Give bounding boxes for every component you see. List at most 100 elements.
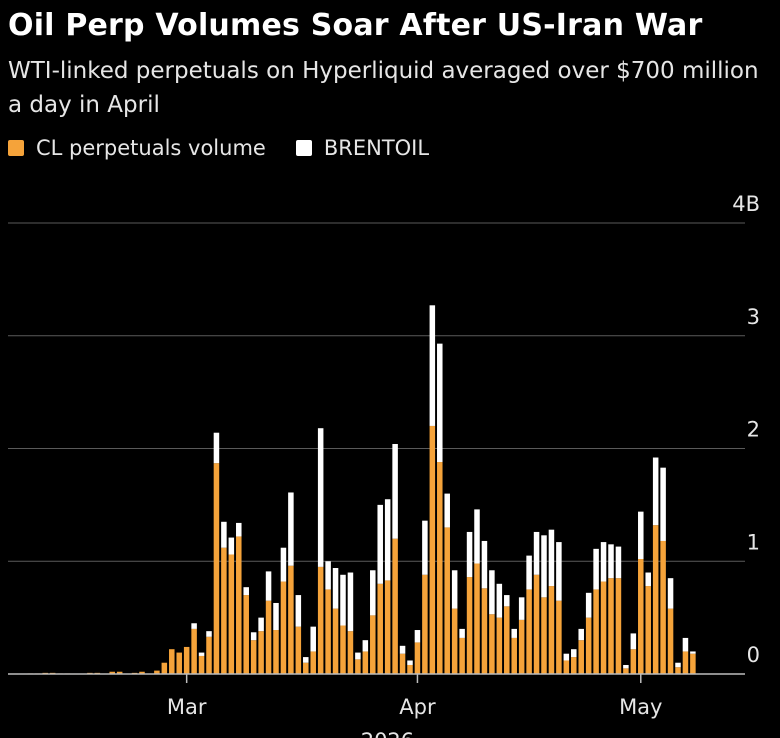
bar-cl xyxy=(116,671,123,674)
bar-brentoil xyxy=(466,531,473,578)
bar-cl xyxy=(340,625,346,674)
bar-cl xyxy=(169,649,175,674)
chart-title: Oil Perp Volumes Soar After US-Iran War xyxy=(8,8,703,43)
legend-label-cl: CL perpetuals volume xyxy=(36,136,266,160)
bar-brentoil xyxy=(340,574,346,626)
bar-brentoil xyxy=(310,626,316,652)
legend-swatch-brentoil xyxy=(295,140,312,156)
bar-brentoil xyxy=(481,540,488,589)
x-year-label: 2026 xyxy=(361,729,414,738)
bar-brentoil xyxy=(198,652,205,656)
bar-brentoil xyxy=(511,628,517,638)
bar-brentoil xyxy=(548,529,555,587)
bar-cl xyxy=(690,653,696,674)
bar-cl xyxy=(533,574,540,674)
bar-brentoil xyxy=(578,628,584,641)
bar-cl xyxy=(392,538,398,674)
bar-brentoil xyxy=(563,653,570,661)
bar-brentoil xyxy=(541,535,547,598)
bar-cl xyxy=(295,626,302,674)
bar-brentoil xyxy=(422,520,428,575)
bar-brentoil xyxy=(526,555,532,590)
bar-cl xyxy=(563,660,570,674)
bar-brentoil xyxy=(571,649,577,658)
bar-brentoil xyxy=(652,457,659,526)
bar-cl xyxy=(258,631,264,674)
bar-brentoil xyxy=(556,542,562,601)
legend-item-brentoil: BRENTOIL xyxy=(295,136,429,160)
x-tick-label: Apr xyxy=(399,695,436,719)
bar-brentoil xyxy=(228,537,235,555)
bar-brentoil xyxy=(414,630,421,643)
bar-cl xyxy=(578,640,584,674)
bar-cl xyxy=(429,425,436,674)
bar-cl xyxy=(407,664,413,674)
bar-cl xyxy=(317,566,324,674)
bar-cl xyxy=(213,463,220,674)
bar-cl xyxy=(638,558,644,674)
bar-brentoil xyxy=(392,443,398,539)
bar-brentoil xyxy=(221,521,227,548)
bar-cl xyxy=(526,589,532,674)
bar-cl xyxy=(325,589,331,674)
bar-brentoil xyxy=(355,652,361,660)
bar-brentoil xyxy=(459,628,465,638)
bar-cl xyxy=(109,671,115,674)
bar-cl xyxy=(265,600,272,674)
bar-brentoil xyxy=(280,547,287,582)
bar-cl xyxy=(288,565,294,674)
bar-brentoil xyxy=(377,504,383,584)
bar-cl xyxy=(504,606,510,674)
bar-brentoil xyxy=(370,570,376,616)
bar-cl xyxy=(585,617,592,674)
bar-brentoil xyxy=(243,587,249,596)
bar-cl xyxy=(548,586,555,674)
y-tick-label: 3 xyxy=(747,305,760,329)
bar-cl xyxy=(571,657,577,674)
bar-cl xyxy=(652,525,659,674)
bar-brentoil xyxy=(533,531,540,575)
bar-brentoil xyxy=(667,578,674,609)
bar-brentoil xyxy=(303,657,309,663)
bar-cl xyxy=(139,671,145,674)
bar-cl xyxy=(414,642,421,674)
bar-cl xyxy=(154,670,160,674)
bar-brentoil xyxy=(325,561,331,590)
bar-cl xyxy=(228,554,235,674)
bar-cl xyxy=(191,628,197,674)
bar-cl xyxy=(466,577,473,674)
bar-cl xyxy=(660,540,666,674)
bar-cl xyxy=(518,619,525,674)
bar-brentoil xyxy=(585,592,592,618)
bar-brentoil xyxy=(236,522,242,537)
bar-brentoil xyxy=(504,595,510,607)
bar-cl xyxy=(556,600,562,674)
legend: CL perpetuals volume BRENTOIL xyxy=(8,136,459,160)
bar-brentoil xyxy=(206,631,212,637)
bar-brentoil xyxy=(295,595,302,627)
bar-brentoil xyxy=(496,583,503,618)
x-tick-label: Mar xyxy=(167,695,207,719)
bar-cl xyxy=(280,581,287,674)
bar-cl xyxy=(370,615,376,674)
bar-cl xyxy=(474,563,480,674)
bar-cl xyxy=(496,617,503,674)
bar-cl xyxy=(437,462,443,674)
bar-brentoil xyxy=(288,492,294,566)
bar-brentoil xyxy=(250,632,257,641)
y-tick-label: 1 xyxy=(747,530,760,554)
bar-cl xyxy=(347,631,354,674)
bar-cl xyxy=(221,547,227,674)
bar-cl xyxy=(667,608,674,674)
bar-brentoil xyxy=(191,623,197,629)
bar-brentoil xyxy=(429,305,436,426)
y-tick-label: 0 xyxy=(747,643,760,667)
bar-brentoil xyxy=(608,544,614,579)
bar-cl xyxy=(608,578,614,674)
bar-brentoil xyxy=(317,428,324,567)
x-tick-label: May xyxy=(619,695,662,719)
bar-brentoil xyxy=(630,633,637,650)
bar-cl xyxy=(399,653,406,674)
bar-cl xyxy=(630,649,637,674)
